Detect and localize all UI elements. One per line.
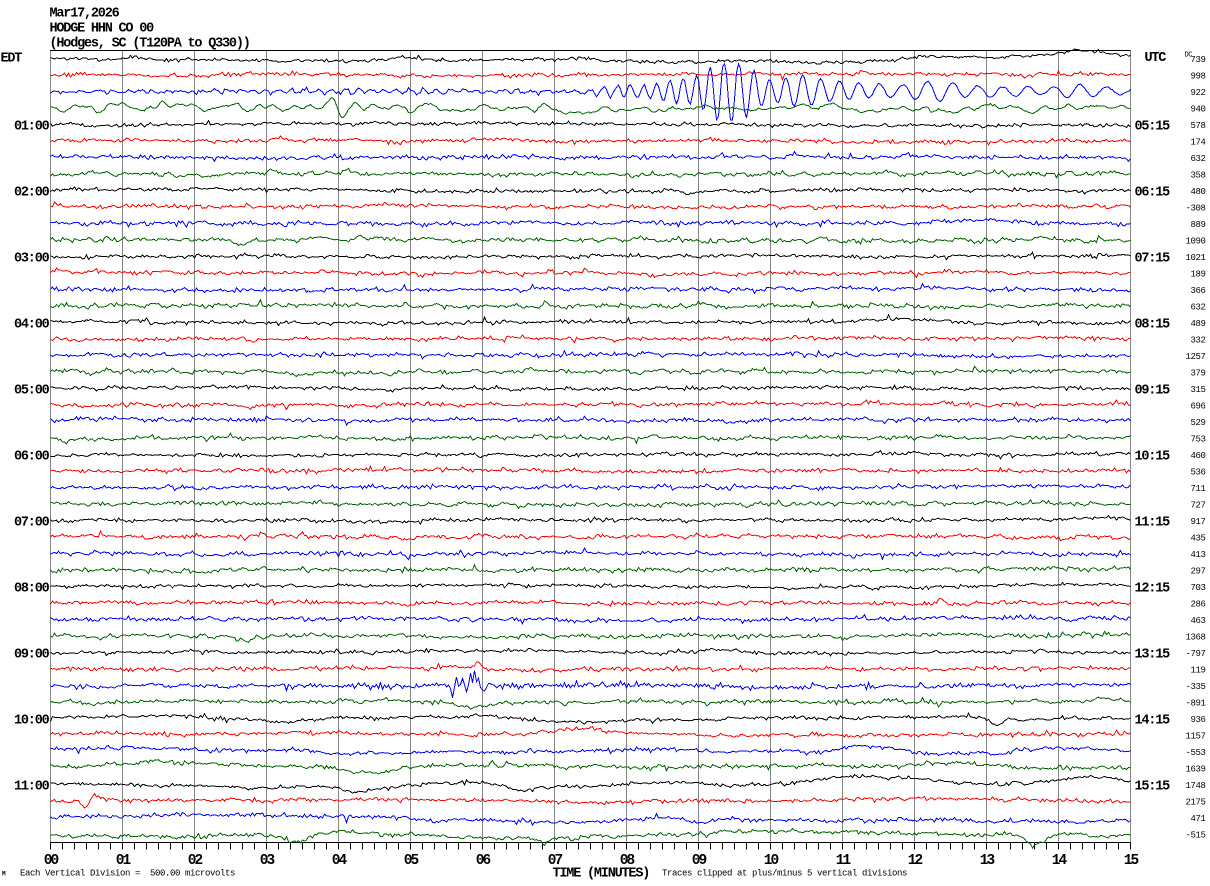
svg-text:889: 889 bbox=[1190, 220, 1205, 230]
svg-text:315: 315 bbox=[1190, 385, 1205, 395]
svg-text:12:15: 12:15 bbox=[1135, 582, 1171, 597]
svg-text:HODGE HHN CO 00: HODGE HHN CO 00 bbox=[50, 22, 155, 37]
svg-text:922: 922 bbox=[1190, 88, 1205, 98]
svg-text:578: 578 bbox=[1190, 121, 1205, 131]
svg-text:11: 11 bbox=[836, 853, 852, 869]
svg-text:119: 119 bbox=[1190, 665, 1205, 675]
svg-text:940: 940 bbox=[1190, 104, 1205, 114]
svg-text:Each Vertical Division = 500.: Each Vertical Division = 500.00 microvol… bbox=[20, 869, 235, 879]
svg-text:366: 366 bbox=[1190, 286, 1205, 296]
svg-text:1090: 1090 bbox=[1185, 236, 1205, 246]
svg-text:1368: 1368 bbox=[1185, 632, 1205, 642]
svg-text:-308: -308 bbox=[1185, 203, 1205, 213]
svg-text:Mar17,2026: Mar17,2026 bbox=[50, 7, 120, 22]
svg-text:-515: -515 bbox=[1185, 830, 1205, 840]
svg-text:1639: 1639 bbox=[1185, 764, 1205, 774]
svg-text:Traces clipped at plus/minus 5: Traces clipped at plus/minus 5 vertical … bbox=[662, 869, 907, 879]
svg-text:05: 05 bbox=[404, 853, 419, 869]
svg-text:02: 02 bbox=[188, 853, 203, 869]
svg-text:UTC: UTC bbox=[1145, 51, 1167, 66]
svg-text:DC: DC bbox=[1185, 52, 1193, 60]
svg-text:13: 13 bbox=[980, 853, 995, 869]
svg-text:15:15: 15:15 bbox=[1135, 780, 1171, 795]
svg-text:10: 10 bbox=[764, 853, 779, 869]
svg-text:174: 174 bbox=[1190, 137, 1205, 147]
svg-text:480: 480 bbox=[1190, 187, 1205, 197]
svg-text:TIME (MINUTES): TIME (MINUTES) bbox=[553, 867, 650, 882]
svg-text:14: 14 bbox=[1052, 853, 1068, 869]
svg-text:09: 09 bbox=[692, 853, 707, 869]
svg-text:1748: 1748 bbox=[1185, 781, 1205, 791]
svg-text:1157: 1157 bbox=[1185, 731, 1205, 741]
svg-text:05:15: 05:15 bbox=[1135, 120, 1171, 135]
svg-text:01:00: 01:00 bbox=[14, 120, 50, 135]
svg-text:(Hodges, SC (T120PA to Q330)): (Hodges, SC (T120PA to Q330)) bbox=[50, 37, 250, 52]
svg-text:06: 06 bbox=[476, 853, 491, 869]
svg-text:332: 332 bbox=[1190, 335, 1205, 345]
svg-text:08:00: 08:00 bbox=[14, 582, 50, 597]
svg-text:358: 358 bbox=[1190, 170, 1205, 180]
svg-text:286: 286 bbox=[1190, 599, 1205, 609]
svg-text:10:00: 10:00 bbox=[14, 714, 50, 729]
svg-text:703: 703 bbox=[1190, 583, 1205, 593]
svg-text:11:15: 11:15 bbox=[1135, 516, 1171, 531]
svg-text:711: 711 bbox=[1190, 484, 1205, 494]
svg-text:297: 297 bbox=[1190, 566, 1205, 576]
svg-text:-335: -335 bbox=[1185, 682, 1205, 692]
svg-text:06:15: 06:15 bbox=[1135, 186, 1171, 201]
svg-text:09:15: 09:15 bbox=[1135, 384, 1171, 399]
svg-text:632: 632 bbox=[1190, 302, 1205, 312]
svg-text:08:15: 08:15 bbox=[1135, 318, 1171, 333]
svg-text:463: 463 bbox=[1190, 616, 1205, 626]
svg-text:917: 917 bbox=[1190, 517, 1205, 527]
svg-text:07:15: 07:15 bbox=[1135, 252, 1171, 267]
svg-text:11:00: 11:00 bbox=[14, 780, 50, 795]
svg-text:753: 753 bbox=[1190, 434, 1205, 444]
svg-text:08: 08 bbox=[620, 853, 635, 869]
svg-text:07: 07 bbox=[548, 853, 563, 869]
svg-text:03:00: 03:00 bbox=[14, 252, 50, 267]
svg-text:460: 460 bbox=[1190, 451, 1205, 461]
svg-text:529: 529 bbox=[1190, 418, 1205, 428]
svg-text:00: 00 bbox=[44, 853, 59, 869]
svg-text:06:00: 06:00 bbox=[14, 450, 50, 465]
svg-text:13:15: 13:15 bbox=[1135, 648, 1171, 663]
svg-text:696: 696 bbox=[1190, 401, 1205, 411]
svg-text:-891: -891 bbox=[1185, 698, 1205, 708]
svg-text:739: 739 bbox=[1190, 55, 1205, 65]
svg-text:413: 413 bbox=[1190, 550, 1205, 560]
svg-text:536: 536 bbox=[1190, 467, 1205, 477]
svg-text:471: 471 bbox=[1190, 814, 1205, 824]
svg-text:632: 632 bbox=[1190, 154, 1205, 164]
svg-text:09:00: 09:00 bbox=[14, 648, 50, 663]
svg-text:727: 727 bbox=[1190, 500, 1205, 510]
svg-text:EDT: EDT bbox=[1, 52, 23, 67]
svg-text:04:00: 04:00 bbox=[14, 318, 50, 333]
svg-text:936: 936 bbox=[1190, 715, 1205, 725]
svg-text:15: 15 bbox=[1124, 853, 1139, 869]
svg-text:2175: 2175 bbox=[1185, 797, 1205, 807]
svg-text:02:00: 02:00 bbox=[14, 186, 50, 201]
svg-text:14:15: 14:15 bbox=[1135, 714, 1171, 729]
svg-text:-797: -797 bbox=[1185, 649, 1205, 659]
svg-text:03: 03 bbox=[260, 853, 275, 869]
svg-text:04: 04 bbox=[332, 853, 348, 869]
svg-text:1257: 1257 bbox=[1185, 352, 1205, 362]
svg-text:M: M bbox=[2, 871, 6, 878]
svg-text:05:00: 05:00 bbox=[14, 384, 50, 399]
svg-text:379: 379 bbox=[1190, 368, 1205, 378]
svg-text:12: 12 bbox=[908, 853, 923, 869]
svg-text:435: 435 bbox=[1190, 533, 1205, 543]
svg-text:489: 489 bbox=[1190, 319, 1205, 329]
svg-text:189: 189 bbox=[1190, 269, 1205, 279]
svg-text:-553: -553 bbox=[1185, 748, 1205, 758]
svg-text:1021: 1021 bbox=[1185, 253, 1205, 263]
svg-text:998: 998 bbox=[1190, 71, 1205, 81]
svg-text:10:15: 10:15 bbox=[1135, 450, 1171, 465]
svg-text:07:00: 07:00 bbox=[14, 516, 50, 531]
svg-text:01: 01 bbox=[116, 853, 132, 869]
